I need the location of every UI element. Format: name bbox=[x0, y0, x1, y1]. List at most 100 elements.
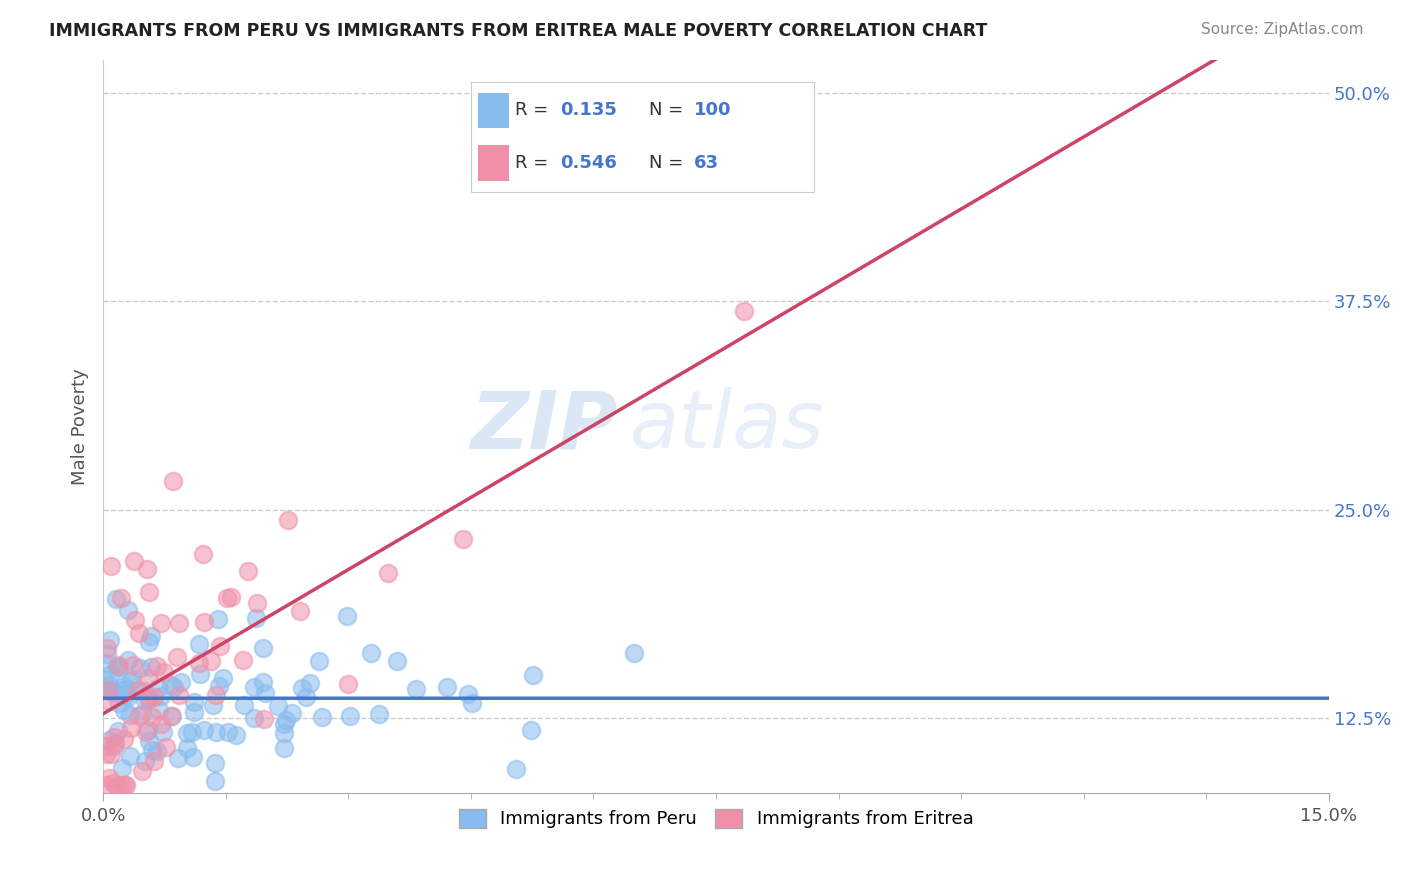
Point bbox=[124, 614, 146, 628]
Point bbox=[117, 690, 139, 704]
Point bbox=[453, 532, 475, 546]
Point bbox=[176, 726, 198, 740]
Point bbox=[368, 707, 391, 722]
Point bbox=[132, 684, 155, 698]
Text: Source: ZipAtlas.com: Source: ZipAtlas.com bbox=[1201, 22, 1364, 37]
Point bbox=[202, 698, 225, 712]
Point bbox=[96, 640, 118, 655]
Point bbox=[160, 709, 183, 723]
Point bbox=[142, 755, 165, 769]
Point bbox=[377, 566, 399, 580]
Point bbox=[131, 706, 153, 721]
Point bbox=[188, 667, 211, 681]
Point bbox=[204, 725, 226, 739]
Point bbox=[204, 774, 226, 789]
Legend: Immigrants from Peru, Immigrants from Eritrea: Immigrants from Peru, Immigrants from Er… bbox=[451, 802, 980, 836]
Point bbox=[522, 667, 544, 681]
Point bbox=[208, 679, 231, 693]
Point bbox=[100, 683, 122, 698]
Point bbox=[111, 778, 134, 792]
Point bbox=[97, 771, 120, 785]
Point bbox=[105, 778, 128, 792]
Point bbox=[225, 729, 247, 743]
Point bbox=[273, 717, 295, 731]
Point bbox=[103, 730, 125, 744]
Point bbox=[252, 641, 274, 656]
Point bbox=[120, 748, 142, 763]
Point bbox=[204, 756, 226, 770]
Point bbox=[207, 612, 229, 626]
Point bbox=[155, 739, 177, 754]
Point bbox=[166, 751, 188, 765]
Point bbox=[115, 778, 138, 792]
Point bbox=[143, 690, 166, 704]
Point bbox=[110, 683, 132, 698]
Point bbox=[104, 736, 127, 750]
Point bbox=[118, 674, 141, 689]
Point bbox=[166, 650, 188, 665]
Point bbox=[93, 673, 115, 687]
Point bbox=[236, 564, 259, 578]
Point bbox=[246, 596, 269, 610]
Point bbox=[97, 677, 120, 691]
Point bbox=[112, 703, 135, 717]
Point bbox=[219, 590, 242, 604]
Point bbox=[200, 654, 222, 668]
Point bbox=[457, 687, 479, 701]
Point bbox=[291, 681, 314, 695]
Point bbox=[242, 680, 264, 694]
Point bbox=[141, 660, 163, 674]
Point bbox=[117, 653, 139, 667]
Point bbox=[136, 562, 159, 576]
Point bbox=[101, 683, 124, 698]
Point bbox=[100, 632, 122, 647]
Point bbox=[183, 695, 205, 709]
Point bbox=[294, 690, 316, 704]
Point bbox=[146, 744, 169, 758]
Point bbox=[148, 703, 170, 717]
Point bbox=[176, 740, 198, 755]
Point bbox=[120, 708, 142, 723]
Point bbox=[191, 547, 214, 561]
Point bbox=[280, 706, 302, 721]
Point bbox=[149, 690, 172, 704]
Point bbox=[267, 699, 290, 714]
Point bbox=[336, 609, 359, 624]
Point bbox=[108, 696, 131, 710]
Text: ZIP: ZIP bbox=[471, 387, 617, 466]
Point bbox=[100, 667, 122, 681]
Point bbox=[436, 680, 458, 694]
Point bbox=[105, 659, 128, 673]
Point bbox=[183, 706, 205, 720]
Point bbox=[107, 660, 129, 674]
Point bbox=[138, 634, 160, 648]
Point bbox=[141, 628, 163, 642]
Point bbox=[387, 654, 409, 668]
Point bbox=[167, 616, 190, 631]
Point bbox=[150, 615, 173, 630]
Point bbox=[128, 626, 150, 640]
Point bbox=[205, 688, 228, 702]
Point bbox=[217, 725, 239, 739]
Point bbox=[163, 680, 186, 694]
Point bbox=[273, 740, 295, 755]
Point bbox=[160, 678, 183, 692]
Point bbox=[97, 732, 120, 747]
Point bbox=[110, 591, 132, 605]
Point bbox=[96, 683, 118, 698]
Point bbox=[208, 639, 231, 653]
Point bbox=[107, 658, 129, 673]
Point bbox=[141, 710, 163, 724]
Point bbox=[252, 675, 274, 690]
Point bbox=[288, 604, 311, 618]
Point bbox=[623, 646, 645, 660]
Point bbox=[273, 726, 295, 740]
Point bbox=[405, 682, 427, 697]
Point bbox=[138, 692, 160, 706]
Point bbox=[193, 723, 215, 737]
Point bbox=[138, 585, 160, 599]
Point bbox=[277, 513, 299, 527]
Text: atlas: atlas bbox=[630, 387, 825, 466]
Point bbox=[520, 723, 543, 737]
Point bbox=[311, 710, 333, 724]
